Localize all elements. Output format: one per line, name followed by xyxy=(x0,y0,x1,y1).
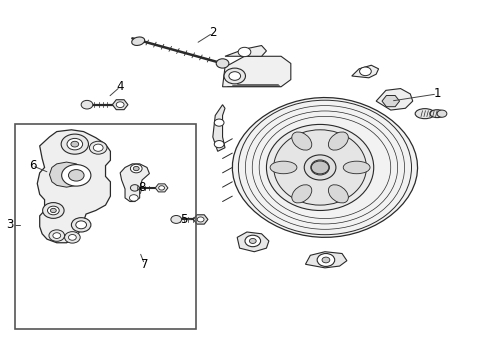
Text: 3: 3 xyxy=(6,218,13,231)
Circle shape xyxy=(129,195,138,201)
Ellipse shape xyxy=(328,132,347,150)
Polygon shape xyxy=(224,45,266,56)
Ellipse shape xyxy=(266,125,373,211)
Circle shape xyxy=(68,170,84,181)
Circle shape xyxy=(359,67,370,76)
Circle shape xyxy=(130,164,142,173)
Ellipse shape xyxy=(328,185,347,203)
Circle shape xyxy=(93,144,103,151)
Circle shape xyxy=(311,161,328,174)
Text: 5: 5 xyxy=(180,213,187,226)
Circle shape xyxy=(170,216,181,224)
Circle shape xyxy=(317,253,334,266)
Circle shape xyxy=(214,140,224,148)
Circle shape xyxy=(238,47,250,57)
Polygon shape xyxy=(222,56,290,87)
Ellipse shape xyxy=(291,132,311,150)
Polygon shape xyxy=(232,98,417,237)
Circle shape xyxy=(216,59,228,68)
Circle shape xyxy=(71,141,79,147)
Circle shape xyxy=(228,72,240,80)
Circle shape xyxy=(61,134,88,154)
Ellipse shape xyxy=(304,155,335,180)
Ellipse shape xyxy=(291,185,311,203)
Circle shape xyxy=(47,206,59,215)
Circle shape xyxy=(53,233,61,238)
Circle shape xyxy=(64,231,80,243)
Ellipse shape xyxy=(269,161,296,174)
Circle shape xyxy=(214,119,224,126)
Polygon shape xyxy=(49,162,83,187)
Text: 1: 1 xyxy=(432,87,440,100)
Text: 7: 7 xyxy=(141,258,148,271)
Polygon shape xyxy=(381,95,399,107)
Circle shape xyxy=(89,141,107,154)
Circle shape xyxy=(68,234,76,240)
Text: 4: 4 xyxy=(116,80,123,93)
Polygon shape xyxy=(112,100,128,110)
Circle shape xyxy=(244,235,260,247)
Circle shape xyxy=(116,102,124,108)
Ellipse shape xyxy=(310,160,329,175)
Polygon shape xyxy=(375,89,412,110)
Polygon shape xyxy=(155,184,167,192)
Polygon shape xyxy=(305,252,346,268)
Circle shape xyxy=(81,100,93,109)
Circle shape xyxy=(322,257,329,263)
Circle shape xyxy=(197,217,203,222)
Circle shape xyxy=(130,185,139,191)
Circle shape xyxy=(42,203,64,219)
Ellipse shape xyxy=(414,109,434,119)
Circle shape xyxy=(50,208,56,213)
Circle shape xyxy=(224,68,245,84)
Polygon shape xyxy=(237,232,268,252)
Ellipse shape xyxy=(131,37,144,45)
Circle shape xyxy=(67,138,82,150)
Circle shape xyxy=(249,238,256,243)
Bar xyxy=(15,125,195,329)
Circle shape xyxy=(133,166,139,171)
Text: 8: 8 xyxy=(138,181,145,194)
Polygon shape xyxy=(193,215,207,224)
Polygon shape xyxy=(351,65,378,78)
Ellipse shape xyxy=(343,161,369,174)
Ellipse shape xyxy=(273,130,366,205)
Polygon shape xyxy=(120,164,149,202)
Polygon shape xyxy=(212,105,224,151)
Circle shape xyxy=(436,110,446,117)
Circle shape xyxy=(61,165,91,186)
Circle shape xyxy=(49,230,64,241)
Polygon shape xyxy=(37,130,110,243)
Circle shape xyxy=(76,221,86,229)
Text: 6: 6 xyxy=(29,159,36,172)
Circle shape xyxy=(71,218,91,232)
Circle shape xyxy=(158,186,164,190)
Text: 2: 2 xyxy=(209,27,216,40)
Ellipse shape xyxy=(429,110,444,118)
